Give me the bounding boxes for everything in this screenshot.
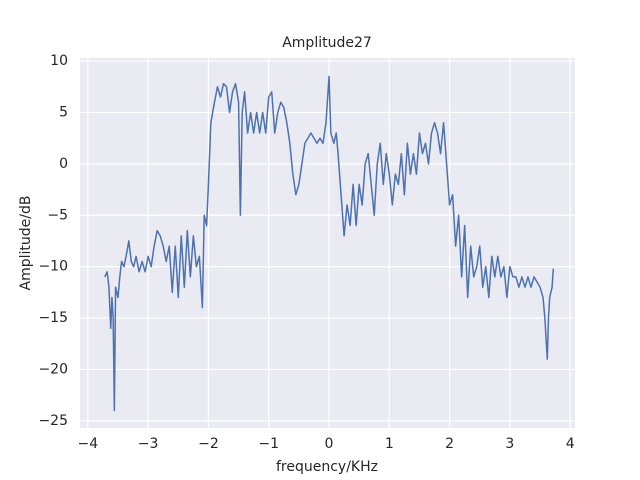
x-tick-label: −1 <box>258 436 279 452</box>
x-tick-label: 2 <box>445 436 454 452</box>
x-axis-label: frequency/KHz <box>276 459 378 475</box>
y-tick-label: 0 <box>59 156 68 172</box>
x-tick-label: 0 <box>325 436 334 452</box>
x-tick-label: −2 <box>198 436 219 452</box>
x-tick-label: 4 <box>566 436 575 452</box>
y-axis-label: Amplitude/dB <box>18 196 34 291</box>
y-tick-label: −10 <box>38 259 68 275</box>
y-tick-label: −5 <box>47 207 68 223</box>
y-tick-label: 10 <box>50 53 68 69</box>
x-tick-label: −3 <box>138 436 159 452</box>
chart-title: Amplitude27 <box>282 35 372 51</box>
y-tick-label: 5 <box>59 104 68 120</box>
y-tick-label: −20 <box>38 361 68 377</box>
y-tick-label: −25 <box>38 413 68 429</box>
x-tick-label: 1 <box>385 436 394 452</box>
y-tick-label: −15 <box>38 310 68 326</box>
x-tick-label: −4 <box>78 436 99 452</box>
data-line <box>104 75 555 412</box>
x-tick-label: 3 <box>505 436 514 452</box>
